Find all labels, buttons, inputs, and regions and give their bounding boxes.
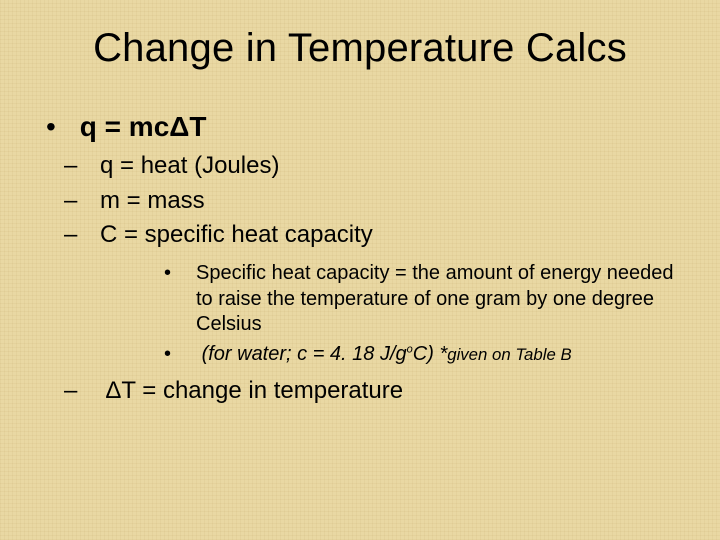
bullet-q: q = heat (Joules) — [40, 151, 680, 182]
bullet-formula: q = mcΔT q = heat (Joules) m = mass C = … — [40, 111, 680, 406]
formula-suffix: T — [189, 111, 206, 142]
bullet-list-level1: q = mcΔT q = heat (Joules) m = mass C = … — [40, 111, 680, 406]
water-prefix: (for water; c = 4. 18 J/g — [202, 343, 407, 365]
bullet-c-text: C = specific heat capacity — [100, 221, 373, 248]
water-line: (for water; c = 4. 18 J/goC) *given on T… — [202, 343, 572, 365]
dt-delta: Δ — [105, 377, 121, 404]
bullet-c: C = specific heat capacity Specific heat… — [40, 220, 680, 367]
formula-prefix: q = mc — [80, 111, 169, 142]
bullet-list-level2: q = heat (Joules) m = mass C = specific … — [40, 151, 680, 406]
water-note: given on Table B — [447, 345, 571, 364]
bullet-q-text: q = heat (Joules) — [100, 152, 279, 179]
bullet-c-def: Specific heat capacity = the amount of e… — [100, 261, 680, 338]
bullet-dt: ΔT = change in temperature — [40, 376, 680, 407]
bullet-c-def-text: Specific heat capacity = the amount of e… — [196, 262, 674, 335]
bullet-c-water: (for water; c = 4. 18 J/goC) *given on T… — [100, 342, 680, 368]
bullet-list-level3: Specific heat capacity = the amount of e… — [100, 261, 680, 367]
water-mid: C) * — [413, 343, 447, 365]
bullet-m-text: m = mass — [100, 187, 205, 214]
dt-rest: T = change in temperature — [121, 377, 403, 404]
bullet-m: m = mass — [40, 186, 680, 217]
slide-title: Change in Temperature Calcs — [40, 26, 680, 71]
formula-delta: Δ — [169, 111, 189, 142]
slide: Change in Temperature Calcs q = mcΔT q =… — [0, 0, 720, 540]
